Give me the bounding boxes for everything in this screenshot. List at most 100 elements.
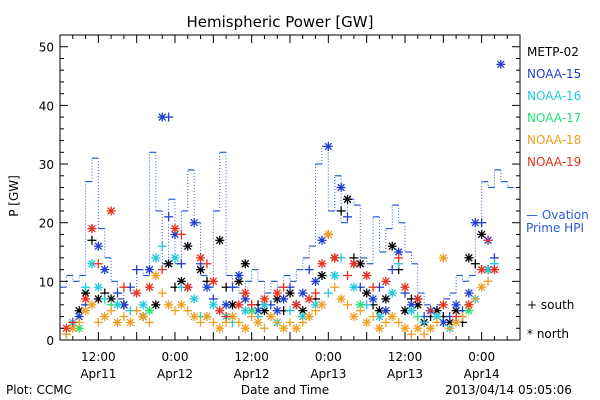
south-point [298, 317, 308, 327]
north-point [253, 317, 263, 327]
south-point [279, 282, 289, 292]
legend-entry: NOAA-19 [527, 155, 581, 169]
south-point [259, 323, 269, 333]
south-point [304, 265, 314, 275]
y-tick-label: 20 [39, 217, 54, 231]
y-tick-label: 50 [39, 41, 54, 55]
north-point [164, 300, 174, 310]
north-point [464, 253, 474, 263]
south-point [93, 317, 103, 327]
north-point [240, 288, 250, 298]
north-point [483, 265, 493, 275]
north-point [349, 282, 359, 292]
south-point [247, 300, 257, 310]
north-point [374, 323, 384, 333]
south-point [132, 306, 142, 316]
south-point [183, 306, 193, 316]
north-point [151, 300, 161, 310]
north-point [215, 235, 225, 245]
north-point [349, 312, 359, 322]
south-point [87, 235, 97, 245]
north-point [87, 300, 97, 310]
north-point [362, 317, 372, 327]
north-point [362, 288, 372, 298]
south-point [368, 312, 378, 322]
south-point [234, 317, 244, 327]
south-point [311, 306, 321, 316]
plot-credit: Plot: CCMC [6, 383, 72, 397]
north-point [387, 241, 397, 251]
satellite-points [61, 59, 506, 339]
north-point [170, 224, 180, 234]
south-point [157, 288, 167, 298]
south-point [413, 312, 423, 322]
north-point [93, 282, 103, 292]
y-axis-label: P [GW] [7, 175, 21, 217]
north-point [298, 288, 308, 298]
y-tick-label: 0 [46, 334, 54, 348]
chart-title: Hemispheric Power [GW] [187, 13, 374, 31]
x-axis-label: Date and Time [241, 383, 329, 397]
south-point [451, 312, 461, 322]
x-tick-label-date: Apr14 [464, 367, 500, 381]
south-point [336, 206, 346, 216]
north-point [106, 206, 116, 216]
north-point [304, 312, 314, 322]
north-point [406, 300, 416, 310]
south-point [343, 212, 352, 222]
x-tick-label-time: 0:00 [162, 350, 189, 364]
north-point [496, 59, 506, 69]
north-point [113, 317, 122, 327]
north-point [323, 141, 333, 151]
south-point [419, 317, 429, 327]
north-point [330, 270, 340, 280]
north-point [413, 294, 423, 304]
x-tick-label-time: 0:00 [315, 350, 342, 364]
north-point [362, 270, 372, 280]
south-point [247, 312, 257, 322]
north-point [100, 265, 110, 275]
south-point [106, 306, 116, 316]
south-point [394, 317, 404, 327]
north-point [279, 323, 289, 333]
north-point [144, 265, 154, 275]
north-point [144, 306, 154, 316]
north-point [266, 312, 276, 322]
north-point [176, 300, 186, 310]
x-tick-label-date: Apr13 [310, 367, 346, 381]
south-point [119, 312, 129, 322]
north-point [189, 294, 199, 304]
plot-timestamp: 2013/04/14 05:05:06 [445, 383, 572, 397]
marker-legend-north: * north [527, 327, 569, 341]
south-point [285, 317, 295, 327]
south-point [164, 112, 174, 122]
south-point [419, 329, 429, 339]
south-point [170, 306, 180, 316]
north-point [164, 259, 174, 269]
south-point [202, 259, 212, 269]
north-point [381, 306, 391, 316]
north-point [413, 323, 423, 333]
legend-entry: NOAA-15 [527, 67, 581, 81]
x-tick-label-time: 12:00 [234, 350, 269, 364]
north-point [381, 294, 391, 304]
south-point [483, 235, 493, 245]
north-point [400, 323, 410, 333]
x-tick-label-date: Apr11 [80, 367, 116, 381]
south-point [483, 276, 493, 286]
north-point [215, 306, 225, 316]
north-point [81, 306, 91, 316]
south-point [164, 212, 174, 222]
north-point [151, 270, 161, 280]
north-point [355, 259, 365, 269]
x-tick-label-time: 12:00 [81, 350, 116, 364]
x-tick-label-date: Apr13 [387, 367, 423, 381]
north-point [234, 300, 244, 310]
north-point [189, 218, 199, 228]
south-point [157, 265, 167, 275]
north-point [100, 312, 110, 322]
legend-entry: NOAA-18 [527, 133, 581, 147]
north-point [426, 323, 436, 333]
north-point [317, 270, 327, 280]
